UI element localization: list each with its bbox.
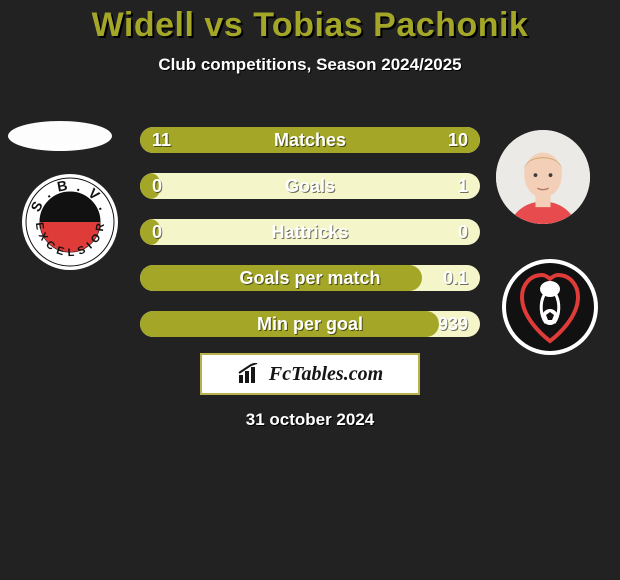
stat-label: Min per goal [140, 311, 480, 337]
page-title: Widell vs Tobias Pachonik [0, 0, 620, 45]
date-text: 31 october 2024 [0, 410, 620, 430]
title-vs: vs [204, 6, 243, 44]
stat-right-value: 939 [438, 311, 468, 337]
title-player1: Widell [92, 6, 195, 44]
stat-row: Goals per match0.1 [140, 265, 480, 291]
source-logo-text: FcTables.com [269, 363, 383, 386]
stat-right-value: 1 [458, 173, 468, 199]
stat-label: Hattricks [140, 219, 480, 245]
stat-row: 0Goals1 [140, 173, 480, 199]
stats-bars: 11Matches100Goals10Hattricks0Goals per m… [140, 127, 480, 357]
stat-right-value: 10 [448, 127, 468, 153]
subtitle: Club competitions, Season 2024/2025 [0, 55, 620, 75]
club-badge-left: S . B . V . E X C E L S I O R [20, 172, 120, 272]
club-badge-right [500, 257, 600, 357]
stat-row: 11Matches10 [140, 127, 480, 153]
title-player2: Tobias Pachonik [253, 6, 528, 44]
stat-label: Goals [140, 173, 480, 199]
stat-label: Matches [140, 127, 480, 153]
avatar-player1 [8, 121, 112, 151]
stat-right-value: 0 [458, 219, 468, 245]
stat-label: Goals per match [140, 265, 480, 291]
chart-icon [237, 363, 263, 385]
avatar-player2 [496, 130, 590, 224]
source-logo: FcTables.com [200, 353, 420, 395]
stat-right-value: 0.1 [443, 265, 468, 291]
stat-row: 0Hattricks0 [140, 219, 480, 245]
stat-row: Min per goal939 [140, 311, 480, 337]
